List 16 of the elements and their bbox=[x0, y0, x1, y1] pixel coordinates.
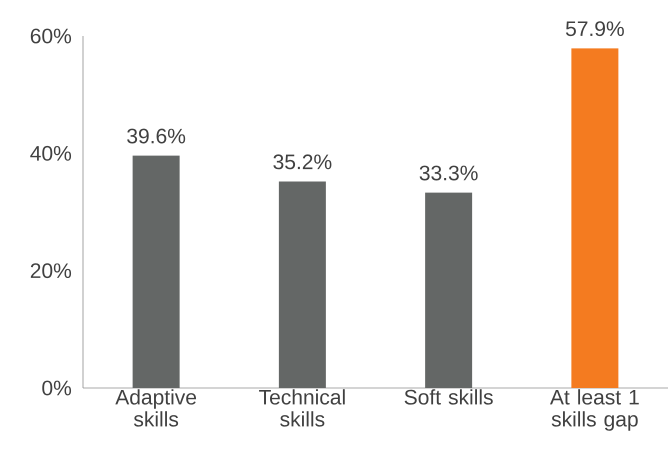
x-tick-label: Soft skills bbox=[404, 389, 493, 405]
y-tick-label: 60% bbox=[30, 28, 72, 44]
data-label: 39.6% bbox=[127, 128, 186, 144]
x-tick-label: Adaptive skills bbox=[115, 389, 196, 427]
bar bbox=[132, 156, 180, 388]
y-tick-label: 20% bbox=[30, 263, 72, 278]
data-label: 35.2% bbox=[273, 154, 332, 170]
x-tick-label: Technical skills bbox=[259, 389, 345, 427]
y-tick-label: 40% bbox=[30, 146, 72, 161]
bar bbox=[278, 181, 326, 388]
bar bbox=[571, 48, 618, 388]
bar bbox=[425, 192, 472, 388]
data-label: 57.9% bbox=[566, 21, 624, 36]
y-tick-label: 0% bbox=[42, 380, 72, 396]
data-label: 33.3% bbox=[420, 166, 478, 180]
x-tick-label: At least 1 skills gap bbox=[550, 389, 639, 431]
